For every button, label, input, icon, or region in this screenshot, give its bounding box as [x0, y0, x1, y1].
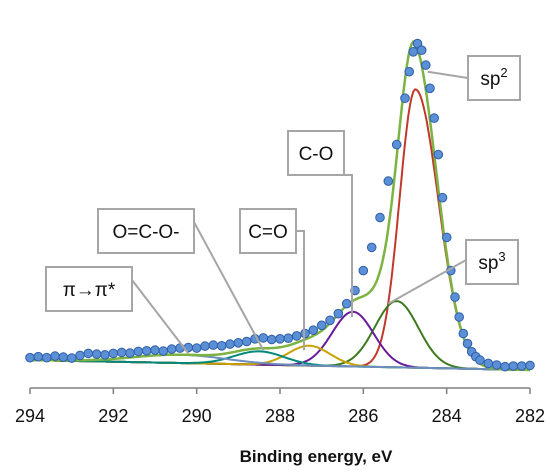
data-point [458, 328, 469, 339]
x-tick-label: 290 [182, 406, 212, 426]
data-point [50, 351, 60, 361]
data-point [125, 348, 135, 358]
data-point [408, 47, 419, 57]
data-point [216, 341, 227, 351]
data-point [275, 334, 285, 344]
data-point [25, 352, 35, 363]
callout-leader-c-double-o [296, 230, 305, 351]
data-point [437, 192, 448, 203]
x-axis: 294 292 290 288 286 284 282 [15, 387, 545, 426]
data-point [429, 113, 440, 123]
data-point [83, 348, 94, 359]
callout-leader-sp2 [427, 70, 469, 79]
callout-box-pi-pi [45, 266, 133, 312]
data-point [241, 336, 252, 347]
callout-box-c-double-o [239, 208, 297, 254]
data-point [116, 347, 127, 358]
data-point [100, 350, 110, 360]
data-point [400, 93, 410, 103]
envelope-line [30, 40, 530, 372]
data-point [233, 338, 244, 348]
data-point [33, 351, 44, 362]
data-point [375, 212, 385, 223]
data-point [133, 346, 144, 357]
data-point [412, 38, 423, 49]
data-point [166, 344, 177, 354]
data-point [525, 360, 535, 371]
data-point [341, 298, 352, 309]
callout-label-sp3: sp3 [478, 249, 505, 274]
callout-label-c-o: C-O [299, 144, 334, 165]
data-point [208, 340, 219, 350]
callout-leader-o-c-o [193, 221, 265, 351]
data-point [258, 333, 269, 343]
data-point [316, 320, 327, 331]
x-tick-label: 284 [432, 406, 462, 426]
data-point [191, 343, 202, 353]
data-point [308, 325, 319, 336]
data-point [425, 83, 435, 94]
data-point [58, 352, 69, 362]
x-tick-label: 282 [515, 406, 545, 426]
data-point [108, 348, 119, 359]
data-point [366, 242, 377, 253]
data-point [508, 361, 519, 371]
data-point [454, 312, 465, 322]
callout-box-sp3 [465, 239, 519, 285]
data-point [500, 361, 510, 372]
data-point [66, 353, 77, 363]
data-point [150, 345, 160, 355]
data-point [333, 308, 344, 319]
callout-box-sp2 [467, 55, 521, 101]
callout-leader-sp3 [387, 259, 467, 305]
data-point [325, 315, 335, 326]
callout-leader-c-o [318, 174, 353, 317]
data-point [462, 338, 473, 349]
data-point [421, 60, 431, 70]
data-point [283, 333, 294, 344]
data-point [200, 341, 210, 351]
callout-box-o-c-o [97, 208, 195, 254]
data-point [516, 361, 527, 371]
data-point [441, 232, 452, 243]
callouts: sp2 C-O C=O O=C-O-π→π* sp3 [45, 55, 521, 355]
data-point [291, 331, 302, 341]
data-point [416, 45, 427, 56]
data-point [225, 339, 235, 349]
data-point [491, 360, 502, 370]
data-point [141, 346, 152, 356]
data-point [358, 265, 369, 276]
x-tick-label: 286 [348, 406, 378, 426]
data-point [75, 350, 85, 361]
data-point [483, 358, 494, 369]
x-axis-title: Binding energy, eV [240, 447, 393, 466]
callout-box-c-o [287, 130, 345, 176]
callout-label-o-c-o: O=C-O- [112, 222, 179, 243]
data-point [266, 334, 277, 345]
data-point [158, 346, 169, 356]
x-tick-label: 288 [265, 406, 295, 426]
x-tick-label: 294 [15, 406, 45, 426]
callout-label-sp2: sp2 [480, 65, 507, 90]
data-point [450, 292, 460, 302]
data-point [391, 139, 402, 150]
x-tick-label: 292 [98, 406, 128, 426]
callout-label-c-double-o: C=O [248, 222, 288, 243]
data-point [475, 355, 485, 365]
callout-leader-pi-pi [131, 279, 190, 355]
plot-area [25, 38, 535, 372]
data-point [383, 176, 394, 186]
data-point [91, 349, 102, 359]
callout-label-pi-pi: π→π* [63, 280, 116, 301]
data-point [433, 149, 444, 160]
data-point [41, 352, 52, 363]
data-point [404, 66, 415, 77]
